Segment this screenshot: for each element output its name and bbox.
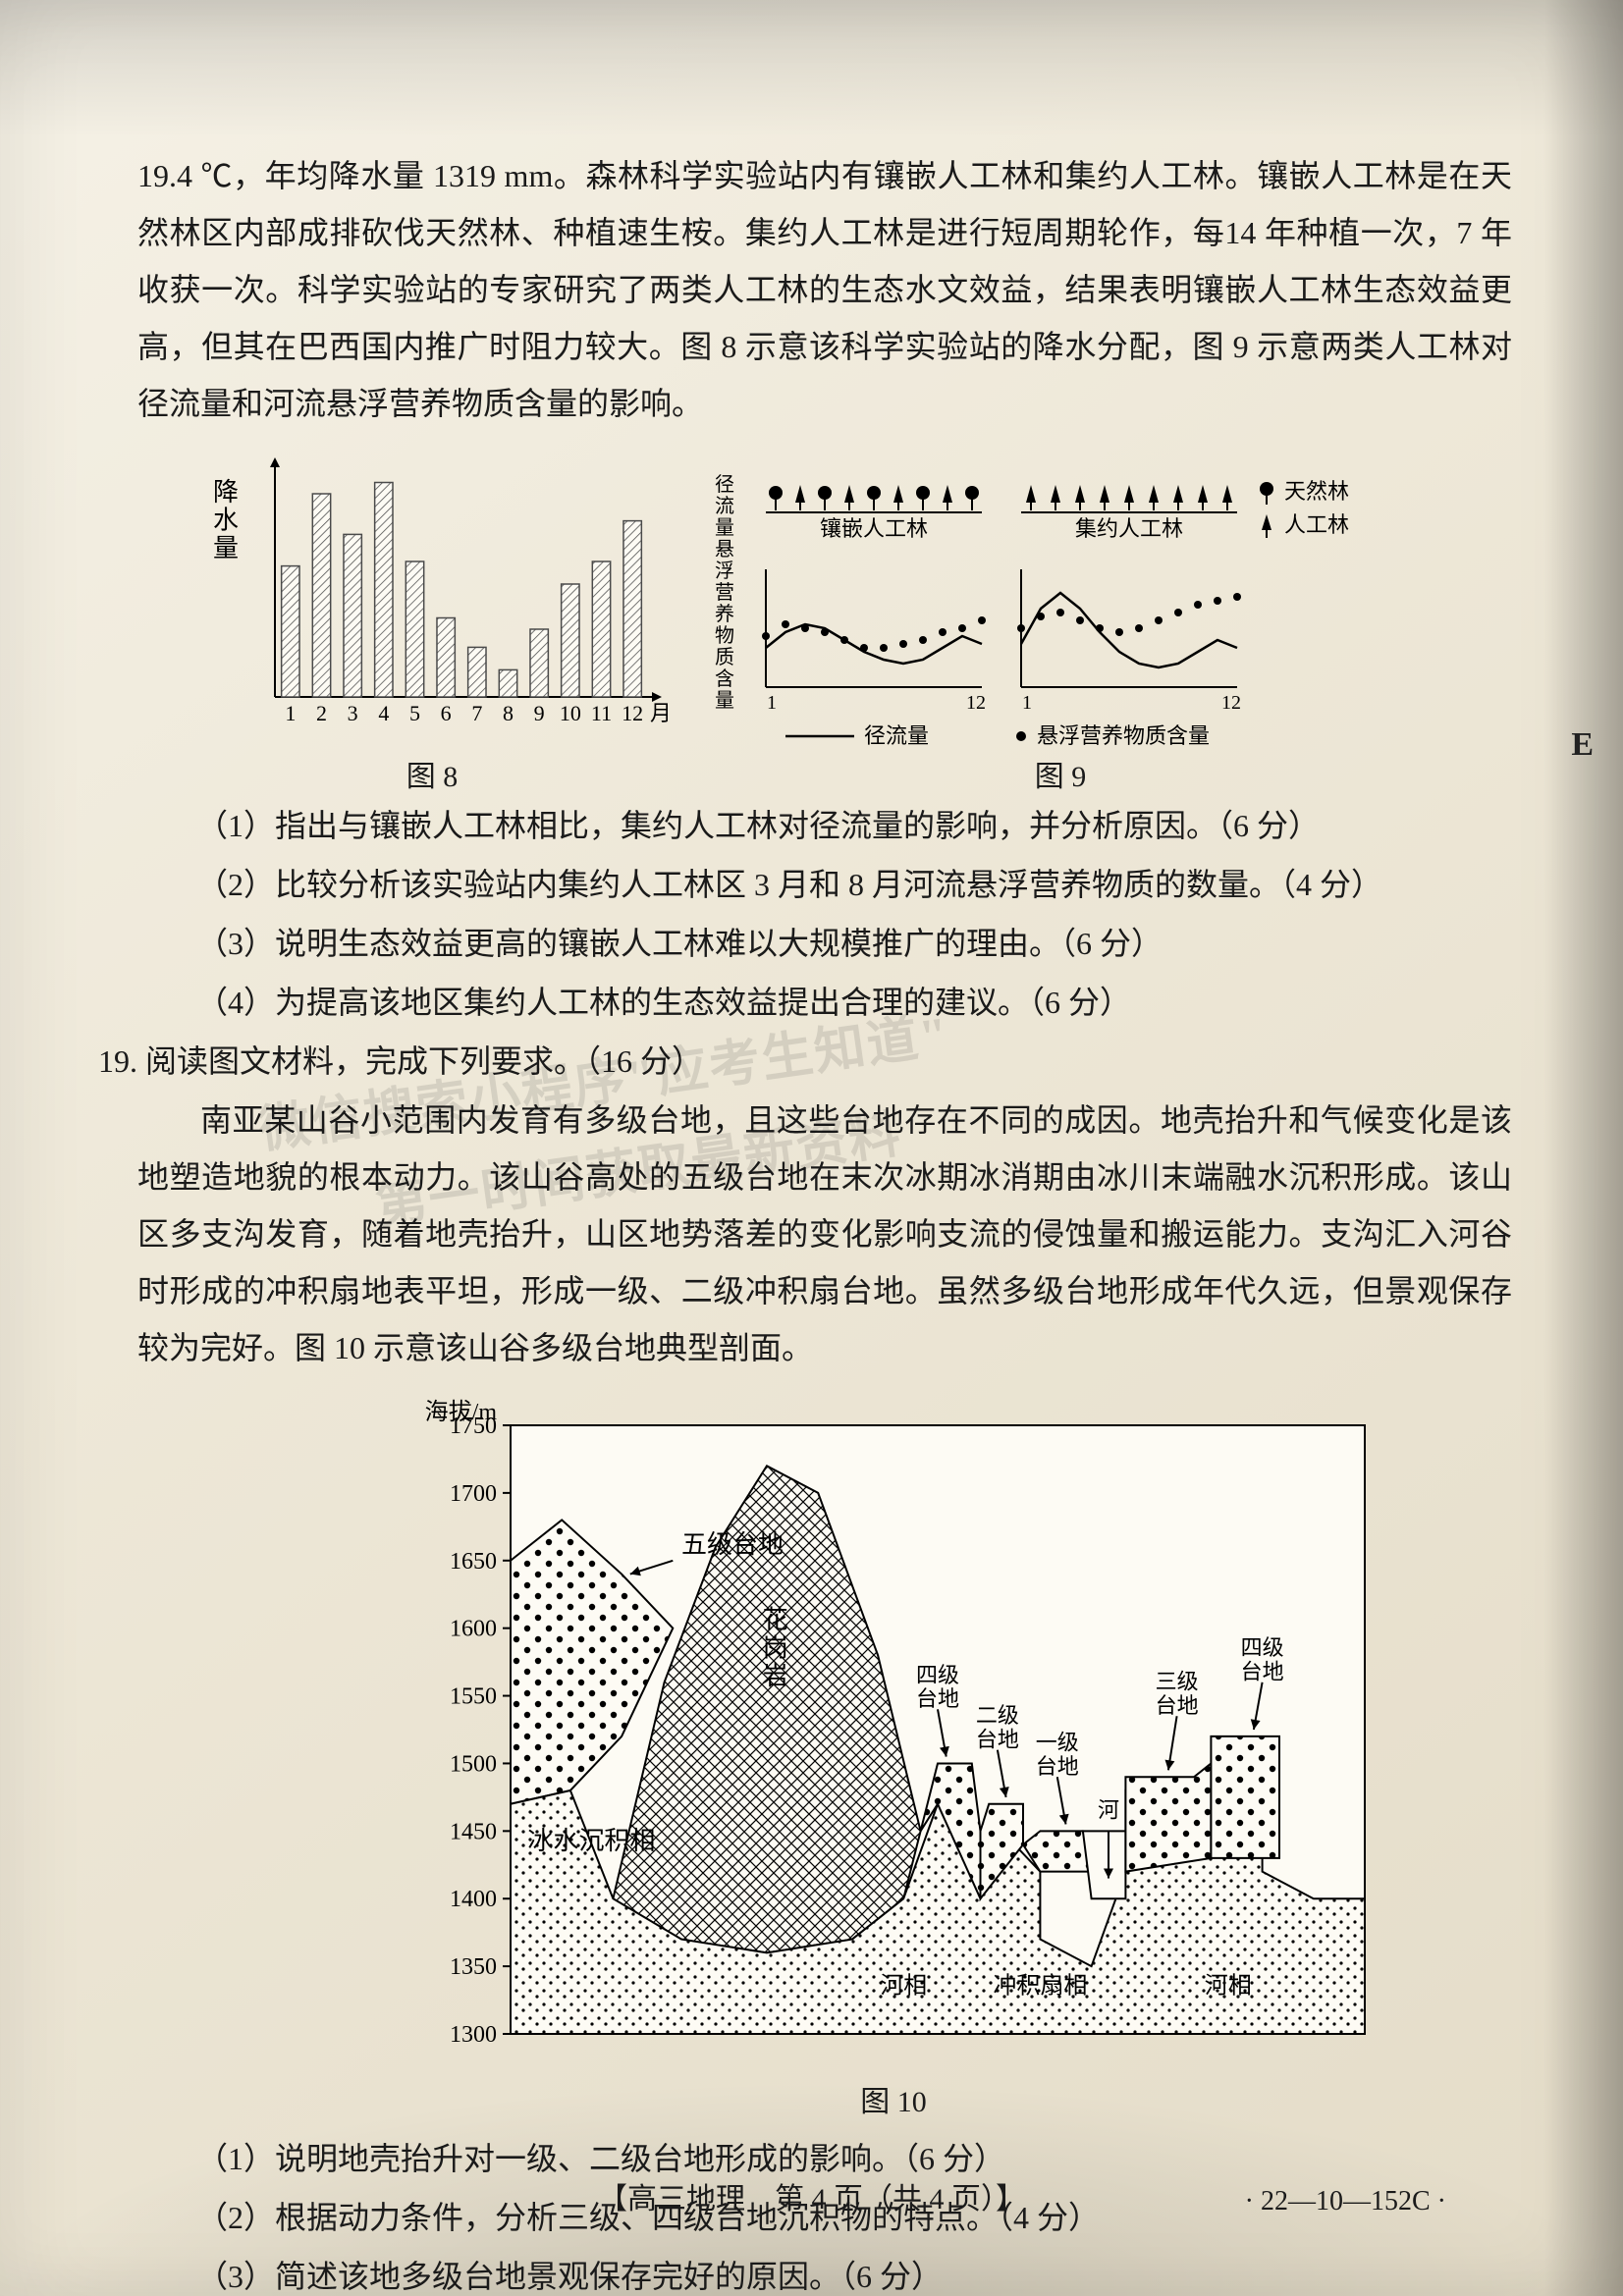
svg-text:12: 12	[1221, 692, 1241, 714]
svg-text:河相: 河相	[880, 1973, 927, 2000]
svg-text:1400: 1400	[450, 1887, 497, 1912]
svg-text:1500: 1500	[450, 1751, 497, 1777]
svg-text:11: 11	[591, 701, 612, 725]
margin-letter-e: E	[1571, 726, 1594, 764]
svg-text:一级台地: 一级台地	[1036, 1731, 1079, 1779]
svg-text:冲积扇相: 冲积扇相	[993, 1973, 1087, 2000]
svg-text:1650: 1650	[450, 1549, 497, 1575]
svg-text:1600: 1600	[450, 1617, 497, 1642]
svg-text:三级台地: 三级台地	[1156, 1670, 1199, 1718]
svg-text:集约人工林: 集约人工林	[1075, 516, 1183, 541]
svg-text:1450: 1450	[450, 1819, 497, 1844]
svg-text:四级台地: 四级台地	[916, 1663, 959, 1711]
svg-text:降水量: 降水量	[213, 478, 239, 562]
exam-page: E 19.4 ℃，年均降水量 1319 mm。森林科学实验站内有镶嵌人工林和集约…	[0, 0, 1623, 2296]
content-column: 19.4 ℃，年均降水量 1319 mm。森林科学实验站内有镶嵌人工林和集约人工…	[137, 147, 1512, 2296]
figure-8-svg: 降水量123456789101112月份	[196, 452, 668, 746]
intro-paragraph: 19.4 ℃，年均降水量 1319 mm。森林科学实验站内有镶嵌人工林和集约人工…	[137, 147, 1512, 432]
svg-text:人工林: 人工林	[1284, 512, 1349, 537]
svg-text:10: 10	[560, 701, 581, 725]
svg-text:二级台地: 二级台地	[976, 1703, 1019, 1751]
footer-code: · 22—10—152C ·	[1245, 2186, 1446, 2217]
svg-text:五级台地: 五级台地	[681, 1530, 784, 1559]
figures-row-8-9: 降水量123456789101112月份 图 8 径流量悬浮营养物质含量镶嵌人工…	[196, 452, 1414, 795]
svg-text:2: 2	[316, 701, 327, 725]
svg-text:8: 8	[503, 701, 514, 725]
footer-center: 【高三地理 第 4 页（共 4 页）】	[598, 2183, 1025, 2216]
svg-text:海拔/m: 海拔/m	[425, 1399, 498, 1425]
svg-text:月份: 月份	[650, 701, 668, 725]
svg-text:四级台地: 四级台地	[1241, 1635, 1284, 1683]
figure-9-caption: 图 9	[1035, 752, 1087, 795]
figure-8-caption: 图 8	[406, 752, 459, 795]
svg-text:径流量悬浮营养物质含量: 径流量悬浮营养物质含量	[715, 473, 734, 712]
scan-artifact-top	[0, 0, 1623, 137]
svg-text:9: 9	[534, 701, 545, 725]
svg-text:12: 12	[966, 692, 986, 714]
svg-text:4: 4	[378, 701, 389, 725]
svg-text:1: 1	[285, 701, 296, 725]
q18-3: （3）说明生态效益更高的镶嵌人工林难以大规模推广的理由。（6 分）	[137, 915, 1512, 972]
svg-text:3: 3	[348, 701, 358, 725]
svg-text:5: 5	[409, 701, 420, 725]
figure-9-svg: 径流量悬浮营养物质含量镶嵌人工林112集约人工林112天然林人工林径流量悬浮营养…	[707, 452, 1414, 746]
svg-text:6: 6	[441, 701, 452, 725]
svg-text:河相: 河相	[1205, 1973, 1252, 2000]
figure-10-svg: 1300135014001450150015501600165017001750…	[403, 1396, 1384, 2063]
svg-text:天然林: 天然林	[1284, 479, 1349, 504]
svg-text:7: 7	[471, 701, 482, 725]
svg-text:12: 12	[622, 701, 643, 725]
svg-text:河: 河	[1098, 1798, 1119, 1823]
svg-text:径流量: 径流量	[864, 723, 929, 746]
svg-text:悬浮营养物质含量: 悬浮营养物质含量	[1037, 723, 1210, 746]
figure-9: 径流量悬浮营养物质含量镶嵌人工林112集约人工林112天然林人工林径流量悬浮营养…	[707, 452, 1414, 795]
svg-text:1: 1	[1022, 692, 1032, 714]
figure-10: 1300135014001450150015501600165017001750…	[275, 1396, 1512, 2120]
figure-10-caption: 图 10	[860, 2077, 927, 2120]
q18-2: （2）比较分析该实验站内集约人工林区 3 月和 8 月河流悬浮营养物质的数量。（…	[137, 856, 1512, 913]
q18-1: （1）指出与镶嵌人工林相比，集约人工林对径流量的影响，并分析原因。（6 分）	[137, 797, 1512, 854]
svg-text:冰水沉积相: 冰水沉积相	[527, 1827, 655, 1855]
svg-text:花岗岩: 花岗岩	[763, 1606, 788, 1690]
svg-text:1350: 1350	[450, 1954, 497, 1980]
svg-text:镶嵌人工林: 镶嵌人工林	[820, 516, 928, 541]
svg-text:1: 1	[767, 692, 777, 714]
figure-8: 降水量123456789101112月份 图 8	[196, 452, 668, 795]
svg-text:1550: 1550	[450, 1684, 497, 1710]
svg-text:1300: 1300	[450, 2022, 497, 2048]
svg-text:1700: 1700	[450, 1481, 497, 1507]
scan-artifact-right	[1544, 0, 1623, 2296]
q19-3: （3）简述该地多级台地景观保存完好的原因。（6 分）	[137, 2248, 1512, 2296]
page-footer: 【高三地理 第 4 页（共 4 页）】 · 22—10—152C ·	[0, 2174, 1623, 2217]
